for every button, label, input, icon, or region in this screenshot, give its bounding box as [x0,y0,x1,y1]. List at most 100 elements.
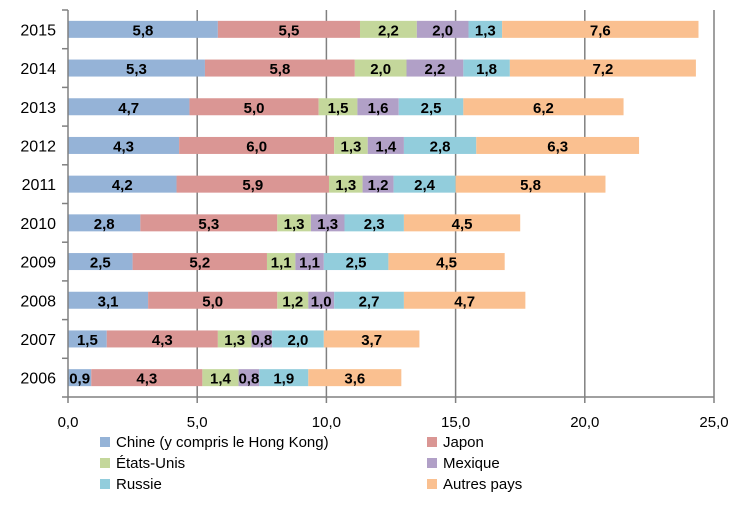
data-label: 5,5 [279,22,300,39]
data-label: 2,8 [94,216,115,233]
bar-segment [68,175,177,193]
data-label: 3,6 [344,371,365,388]
legend-label: Autres pays [443,476,522,493]
x-tick-label: 0,0 [58,414,79,431]
y-tick-label: 2011 [22,177,57,194]
data-label: 4,3 [152,332,173,349]
data-label: 1,1 [271,255,292,272]
data-label: 2,0 [432,22,453,39]
data-label: 2,2 [424,61,445,78]
bar-segment [179,136,335,154]
data-label: 5,8 [133,22,154,39]
data-label: 6,3 [547,138,568,155]
data-label: 5,8 [520,177,541,194]
data-label: 5,2 [189,255,210,272]
bars [68,20,699,387]
bar-segment [323,330,420,348]
data-label: 0,9 [69,371,90,388]
legend-swatch [427,458,437,468]
bar-segment [295,253,324,271]
bar-segment [272,330,324,348]
data-label: 3,7 [361,332,382,349]
y-tick-label: 2008 [20,293,56,310]
bar-segment [140,214,278,232]
y-tick-label: 2015 [20,22,56,39]
data-label: 2,5 [90,255,111,272]
bar-segment [403,136,477,154]
data-label: 1,9 [273,371,294,388]
bar-segment [132,253,267,271]
data-label: 4,3 [136,371,157,388]
data-label: 1,8 [476,61,497,78]
y-tick-label: 2012 [20,138,56,155]
legend: Chine (y compris le Hong Kong) Japon États… [100,434,522,493]
data-label: 5,3 [126,61,147,78]
data-label: 1,3 [317,216,338,233]
x-tick-label: 20,0 [570,414,599,431]
bar-segment [68,291,149,309]
bar-segment [238,369,260,387]
bar-segment [204,59,355,77]
bar-segment [359,20,417,38]
data-labels: 5,8 5,5 2,2 2,0 1,3 7,6 5,3 5,8 2,0 2,2 1,8 7,2 4,7 5… [69,22,613,387]
bar-segment [202,369,239,387]
y-tick-label: 2014 [20,61,56,78]
bar-segment [398,98,464,116]
bar-segment [476,136,640,154]
bar-segment [91,369,203,387]
bar-segment [310,214,345,232]
bar-segment [251,330,273,348]
data-label: 4,7 [454,293,475,310]
data-label: 5,0 [202,293,223,310]
data-label: 1,3 [224,332,245,349]
data-label: 1,1 [299,255,320,272]
bar-segment [463,59,510,77]
data-label: 2,0 [370,61,391,78]
bar-segment [176,175,329,193]
bar-segment [217,330,252,348]
bar-segment [106,330,218,348]
bar-segment [68,214,141,232]
bar-segment [463,98,624,116]
data-label: 4,7 [118,100,139,117]
legend-swatch [100,479,110,489]
bar-segment [388,253,505,271]
bar-segment [189,98,319,116]
bar-segment [68,136,180,154]
data-label: 1,2 [368,177,389,194]
y-tick-label: 2007 [20,332,56,349]
bar-segment [367,136,404,154]
y-tick-label: 2009 [20,255,56,272]
bar-segment [406,59,464,77]
y-tick-label: 2006 [20,371,56,388]
x-tick-label: 25,0 [699,414,728,431]
data-label: 3,1 [98,293,119,310]
data-label: 5,3 [198,216,219,233]
data-label: 1,3 [284,216,305,233]
x-axis: 0,0 5,0 10,0 15,0 20,0 25,0 [58,396,729,431]
bar-segment [308,291,335,309]
data-label: 1,3 [335,177,356,194]
data-label: 2,7 [359,293,380,310]
data-label: 6,2 [533,100,554,117]
data-label: 1,6 [368,100,389,117]
bar-segment [308,369,402,387]
bar-segment [334,291,404,309]
legend-label: Japon [443,434,484,451]
bar-segment [323,253,389,271]
legend-label: Chine (y compris le Hong Kong) [116,434,329,451]
x-tick-label: 10,0 [312,414,341,431]
data-label: 7,6 [590,22,611,39]
y-axis: 2015 2014 2013 2012 2011 2010 2009 2008 2007 2006 [20,9,69,398]
data-label: 5,0 [244,100,265,117]
data-label: 1,4 [375,138,397,155]
bar-segment [68,253,133,271]
bar-segment [277,291,309,309]
bar-segment [266,253,296,271]
y-tick-label: 2013 [20,100,56,117]
bar-segment [68,59,205,77]
bar-segment [277,214,311,232]
bar-segment [468,20,503,38]
